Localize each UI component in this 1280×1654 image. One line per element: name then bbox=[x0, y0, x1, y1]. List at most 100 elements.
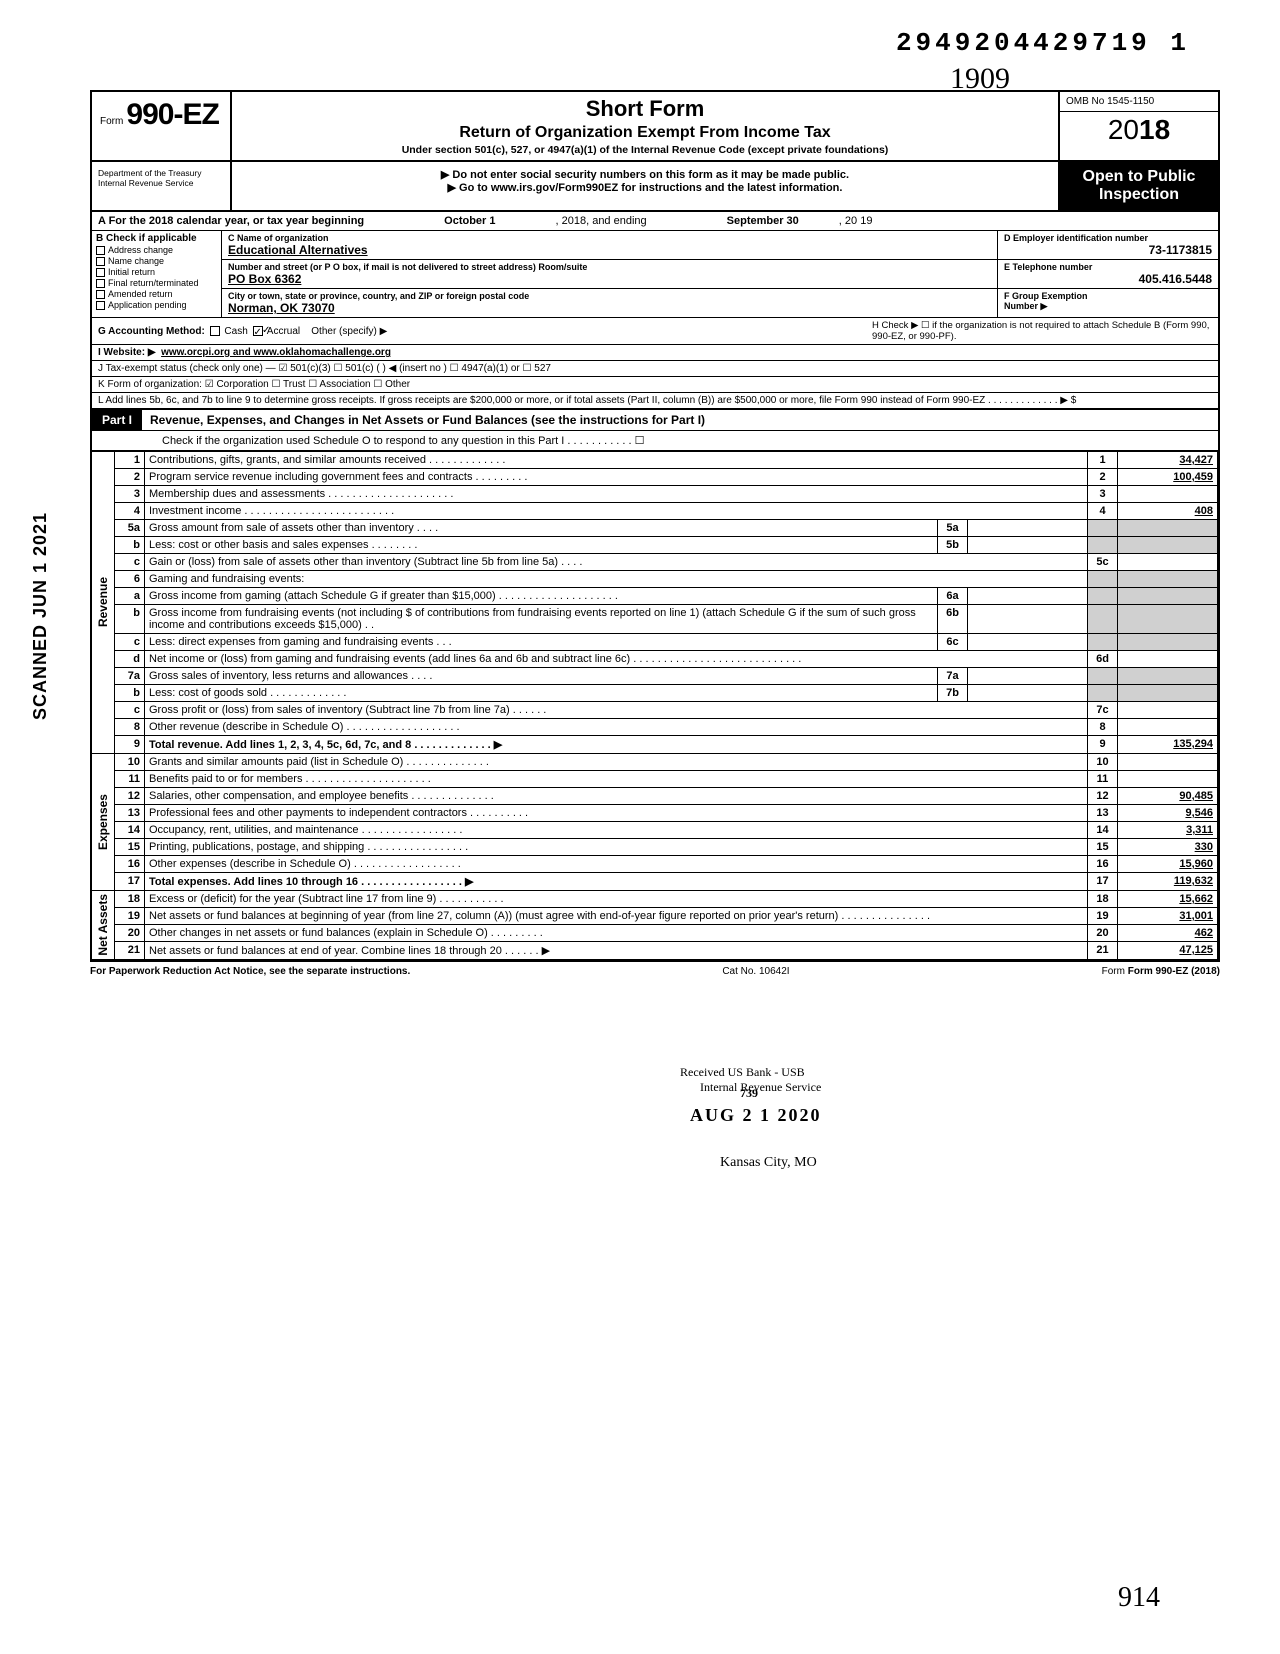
right-line-value: 408 bbox=[1118, 503, 1218, 520]
form-number: 990-EZ bbox=[126, 98, 218, 131]
footer-row: For Paperwork Reduction Act Notice, see … bbox=[90, 962, 1220, 981]
right-shaded-val bbox=[1118, 588, 1218, 605]
right-shaded-val bbox=[1118, 634, 1218, 651]
line-number: 12 bbox=[115, 788, 145, 805]
subtitle: Under section 501(c), 527, or 4947(a)(1)… bbox=[240, 144, 1050, 156]
line-description: Less: cost of goods sold . . . . . . . .… bbox=[145, 685, 938, 702]
department-box: Department of the Treasury Internal Reve… bbox=[92, 162, 232, 210]
line-k-form-org: K Form of organization: ☑ Corporation ☐ … bbox=[92, 377, 1218, 393]
right-shaded bbox=[1088, 605, 1118, 634]
line-a-year-suffix: , 20 19 bbox=[839, 215, 873, 227]
table-row: 14Occupancy, rent, utilities, and mainte… bbox=[92, 822, 1218, 839]
open-line-2: Inspection bbox=[1062, 186, 1216, 204]
mid-line-value bbox=[968, 520, 1088, 537]
line-number: 18 bbox=[115, 891, 145, 908]
group-exemption-label: F Group Exemption bbox=[1004, 291, 1212, 301]
mid-line-value bbox=[968, 634, 1088, 651]
line-number: c bbox=[115, 634, 145, 651]
phone-value: 405.416.5448 bbox=[1004, 272, 1212, 286]
right-line-value: 31,001 bbox=[1118, 908, 1218, 925]
form-number-box: Form 990-EZ bbox=[92, 92, 232, 160]
group-exemption-number-label: Number ▶ bbox=[1004, 301, 1212, 312]
right-line-number: 9 bbox=[1088, 736, 1118, 754]
table-row: cLess: direct expenses from gaming and f… bbox=[92, 634, 1218, 651]
omb-number: OMB No 1545-1150 bbox=[1060, 92, 1218, 112]
header-row-2: Department of the Treasury Internal Reve… bbox=[92, 162, 1218, 212]
checkbox-line: Application pending bbox=[96, 300, 217, 310]
scanned-stamp: SCANNED JUN 1 2021 bbox=[30, 512, 51, 720]
right-header-box: OMB No 1545-1150 2018 bbox=[1058, 92, 1218, 160]
right-line-number: 12 bbox=[1088, 788, 1118, 805]
line-number: 5a bbox=[115, 520, 145, 537]
checkbox-line: Initial return bbox=[96, 267, 217, 277]
right-line-value: 9,546 bbox=[1118, 805, 1218, 822]
irs-stamp-city: Kansas City, MO bbox=[720, 1155, 817, 1171]
mid-line-number: 5a bbox=[938, 520, 968, 537]
line-a-tax-year: A For the 2018 calendar year, or tax yea… bbox=[92, 212, 1218, 231]
right-shaded-val bbox=[1118, 571, 1218, 588]
line-description: Program service revenue including govern… bbox=[145, 469, 1088, 486]
form-container: Form 990-EZ Short Form Return of Organiz… bbox=[90, 90, 1220, 962]
right-line-number: 20 bbox=[1088, 925, 1118, 942]
right-line-number: 8 bbox=[1088, 719, 1118, 736]
right-line-value: 119,632 bbox=[1118, 873, 1218, 891]
irs-stamp-739: 739 bbox=[740, 1086, 758, 1101]
checkbox[interactable] bbox=[96, 268, 105, 277]
line-number: 17 bbox=[115, 873, 145, 891]
ein-value: 73-1173815 bbox=[1004, 243, 1212, 257]
right-line-number: 11 bbox=[1088, 771, 1118, 788]
line-number: 3 bbox=[115, 486, 145, 503]
section-label: Revenue bbox=[92, 452, 115, 754]
line-description: Gross income from fundraising events (no… bbox=[145, 605, 938, 634]
checkbox-line: Name change bbox=[96, 256, 217, 266]
line-description: Investment income . . . . . . . . . . . … bbox=[145, 503, 1088, 520]
title-box: Short Form Return of Organization Exempt… bbox=[232, 92, 1058, 160]
website-value: www.orcpi.org and www.oklahomachallenge.… bbox=[161, 347, 391, 358]
right-line-number: 18 bbox=[1088, 891, 1118, 908]
accrual-checkbox[interactable]: ✓ bbox=[253, 326, 263, 336]
right-shaded bbox=[1088, 520, 1118, 537]
irs-stamp-date: AUG 2 1 2020 bbox=[690, 1105, 822, 1126]
line-j-text: J Tax-exempt status (check only one) — ☑… bbox=[98, 363, 551, 374]
warning-url: ▶ Go to www.irs.gov/Form990EZ for instru… bbox=[238, 181, 1052, 194]
table-row: cGain or (loss) from sale of assets othe… bbox=[92, 554, 1218, 571]
title-return: Return of Organization Exempt From Incom… bbox=[240, 124, 1050, 142]
right-line-value bbox=[1118, 486, 1218, 503]
line-description: Occupancy, rent, utilities, and maintena… bbox=[145, 822, 1088, 839]
table-row: 15Printing, publications, postage, and s… bbox=[92, 839, 1218, 856]
right-line-value: 15,960 bbox=[1118, 856, 1218, 873]
right-line-number: 7c bbox=[1088, 702, 1118, 719]
right-line-value: 90,485 bbox=[1118, 788, 1218, 805]
line-number: 7a bbox=[115, 668, 145, 685]
footer-paperwork: For Paperwork Reduction Act Notice, see … bbox=[90, 966, 410, 977]
checkbox[interactable] bbox=[96, 246, 105, 255]
line-description: Total revenue. Add lines 1, 2, 3, 4, 5c,… bbox=[145, 736, 1088, 754]
open-to-public-box: Open to Public Inspection bbox=[1058, 162, 1218, 210]
line-description: Gross profit or (loss) from sales of inv… bbox=[145, 702, 1088, 719]
checkbox[interactable] bbox=[96, 301, 105, 310]
line-description: Gross income from gaming (attach Schedul… bbox=[145, 588, 938, 605]
line-description: Net assets or fund balances at end of ye… bbox=[145, 942, 1088, 960]
table-row: 3Membership dues and assessments . . . .… bbox=[92, 486, 1218, 503]
line-description: Less: cost or other basis and sales expe… bbox=[145, 537, 938, 554]
checkbox-line: Final return/terminated bbox=[96, 278, 217, 288]
line-description: Other changes in net assets or fund bala… bbox=[145, 925, 1088, 942]
phone-label: E Telephone number bbox=[1004, 262, 1212, 272]
section-label: Net Assets bbox=[92, 891, 115, 960]
website-label: I Website: ▶ bbox=[98, 347, 156, 358]
line-a-mid: , 2018, and ending bbox=[556, 215, 647, 227]
table-row: 9Total revenue. Add lines 1, 2, 3, 4, 5c… bbox=[92, 736, 1218, 754]
right-line-value bbox=[1118, 651, 1218, 668]
table-row: bGross income from fundraising events (n… bbox=[92, 605, 1218, 634]
right-shaded-val bbox=[1118, 605, 1218, 634]
checkbox[interactable] bbox=[96, 290, 105, 299]
checkbox[interactable] bbox=[96, 279, 105, 288]
accrual-label: Accrual bbox=[267, 326, 300, 337]
table-row: Net Assets18Excess or (deficit) for the … bbox=[92, 891, 1218, 908]
checkbox[interactable] bbox=[96, 257, 105, 266]
line-g-prefix: G Accounting Method: bbox=[98, 326, 205, 337]
line-number: 9 bbox=[115, 736, 145, 754]
right-line-number: 21 bbox=[1088, 942, 1118, 960]
cash-checkbox[interactable] bbox=[210, 326, 220, 336]
line-number: 20 bbox=[115, 925, 145, 942]
